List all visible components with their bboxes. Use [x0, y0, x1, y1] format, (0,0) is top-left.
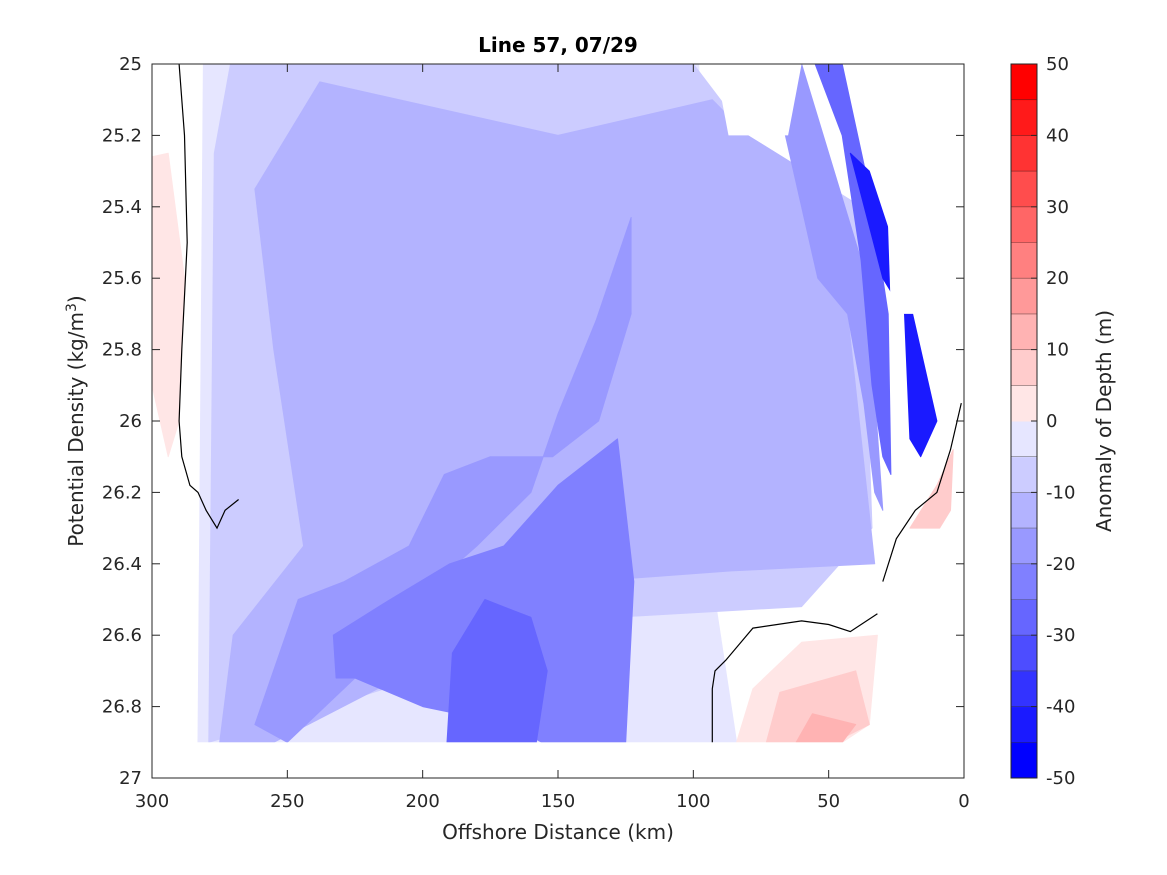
- colorbar-band: [1011, 278, 1037, 315]
- contour-region: [332, 438, 635, 743]
- zero-contour-line: [711, 613, 878, 743]
- y-axis-label-main: Potential Density (kg/m: [64, 312, 88, 547]
- contour-region: [849, 152, 938, 458]
- colorbar-band: [1011, 99, 1037, 136]
- x-tick-label: 150: [541, 791, 575, 812]
- colorbar-band: [1011, 492, 1037, 529]
- colorbar-tick-label: -20: [1046, 554, 1075, 575]
- x-axis: 300 250 200 150 100 50 0: [135, 64, 970, 812]
- y-tick-label: 25.2: [102, 125, 142, 146]
- zero-contours: [178, 64, 962, 743]
- colorbar-ticks: 50 40 30 20 10 0 -10 -20 -30 -40 -50: [1031, 54, 1075, 789]
- colorbar-band: [1011, 385, 1037, 422]
- colorbar: [1011, 64, 1037, 779]
- colorbar-tick-label: -30: [1046, 625, 1075, 646]
- x-tick-label: 100: [676, 791, 710, 812]
- colorbar-band: [1011, 670, 1037, 708]
- chart-title: Line 57, 07/29: [478, 33, 638, 57]
- colorbar-band: [1011, 599, 1037, 636]
- y-tick-label: 25.6: [102, 268, 142, 289]
- colorbar-band: [1011, 64, 1037, 101]
- y-axis-label-close: ): [64, 295, 88, 303]
- colorbar-band: [1011, 206, 1037, 243]
- contour-fills: [152, 64, 954, 743]
- x-tick-label: 0: [958, 791, 969, 812]
- y-tick-label: 25: [119, 54, 142, 75]
- zero-contour-line: [882, 402, 962, 582]
- colorbar-band: [1011, 313, 1037, 351]
- colorbar-band: [1011, 563, 1037, 600]
- x-tick-label: 250: [270, 791, 304, 812]
- x-axis-label: Offshore Distance (km): [442, 820, 674, 844]
- y-tick-label: 25.8: [102, 340, 142, 361]
- colorbar-band: [1011, 706, 1037, 743]
- y-tick-label: 26.2: [102, 482, 142, 503]
- colorbar-band: [1011, 135, 1037, 172]
- y-tick-label: 26: [119, 411, 142, 432]
- colorbar-tick-label: 30: [1046, 197, 1069, 218]
- colorbar-tick-label: 0: [1046, 411, 1057, 432]
- x-tick-label: 300: [135, 791, 169, 812]
- colorbar-tick-label: 10: [1046, 340, 1069, 361]
- y-axis-label-superscript: 3: [64, 303, 80, 312]
- colorbar-band: [1011, 421, 1037, 458]
- x-tick-label: 200: [405, 791, 439, 812]
- y-axis-label: Potential Density (kg/m3): [64, 295, 88, 546]
- y-tick-label: 26.4: [102, 554, 142, 575]
- colorbar-band: [1011, 528, 1037, 565]
- colorbar-label: Anomaly of Depth (m): [1092, 310, 1116, 532]
- colorbar-band: [1011, 171, 1037, 208]
- colorbar-tick-label: 40: [1046, 125, 1069, 146]
- zero-contour-line: [178, 64, 239, 530]
- colorbar-band: [1011, 742, 1037, 779]
- colorbar-band: [1011, 635, 1037, 672]
- contour-region: [814, 64, 892, 475]
- contour-region: [909, 449, 954, 529]
- y-tick-label: 26.6: [102, 625, 142, 646]
- colorbar-tick-label: -50: [1046, 768, 1075, 789]
- colorbar-tick-label: -10: [1046, 482, 1075, 503]
- colorbar-tick-label: 50: [1046, 54, 1069, 75]
- colorbar-tick-label: -40: [1046, 697, 1075, 718]
- contour-region: [736, 64, 884, 511]
- colorbar-band: [1011, 242, 1037, 279]
- y-tick-label: 25.4: [102, 197, 142, 218]
- masked-region: [715, 64, 802, 136]
- y-tick-label: 27: [119, 768, 142, 789]
- colorbar-band: [1011, 456, 1037, 493]
- y-tick-label: 26.8: [102, 697, 142, 718]
- colorbar-band: [1011, 349, 1037, 386]
- y-axis: 25 25.2 25.4 25.6 25.8 26 26.2 26.4 26.6 26.8 27: [102, 54, 964, 789]
- colorbar-tick-label: 20: [1046, 268, 1069, 289]
- masked-region: [882, 64, 964, 314]
- x-tick-label: 50: [817, 791, 840, 812]
